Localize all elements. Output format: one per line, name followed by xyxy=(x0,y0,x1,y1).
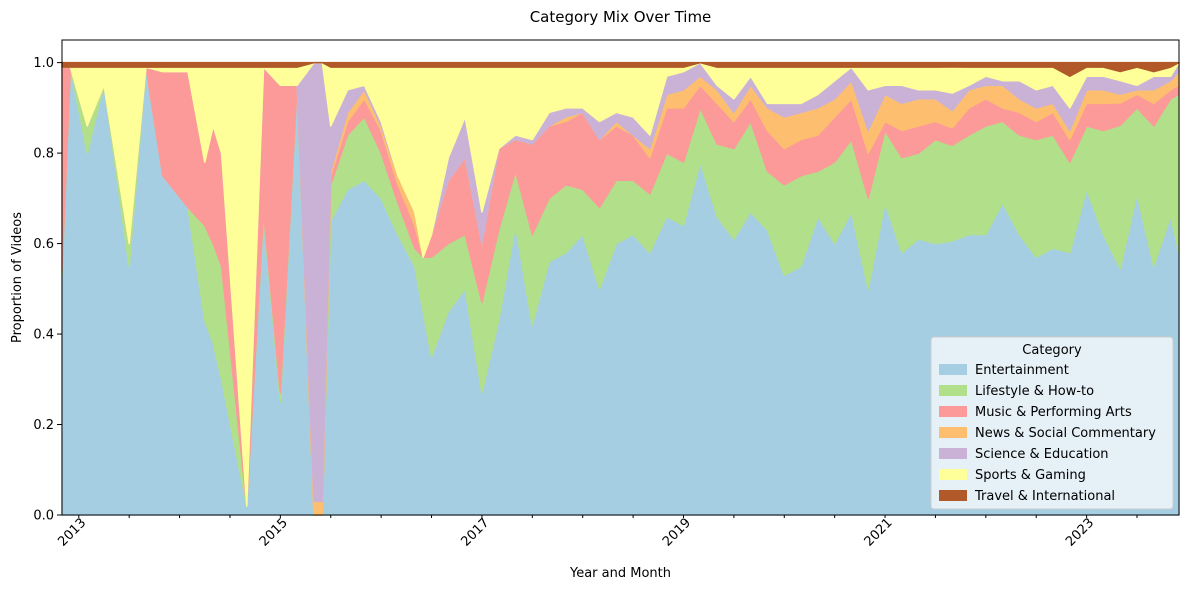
y-tick-label: 0.6 xyxy=(33,237,54,252)
area-layers xyxy=(61,61,1180,516)
legend-swatch-news-social-commentary xyxy=(939,427,967,438)
legend-title: Category xyxy=(1022,343,1082,358)
y-tick-label: 0.8 xyxy=(33,147,54,162)
legend-label-lifestyle-how-to: Lifestyle & How-to xyxy=(975,384,1094,399)
y-axis: 0.0 0.2 0.4 0.6 0.8 1.0 xyxy=(33,56,62,524)
legend-swatch-lifestyle-how-to xyxy=(939,385,967,396)
plot-frame xyxy=(61,39,1180,516)
y-tick-label: 0.4 xyxy=(33,328,54,343)
legend-label-sports-gaming: Sports & Gaming xyxy=(975,468,1086,483)
y-tick-label: 0.0 xyxy=(33,509,54,524)
legend-label-science-education: Science & Education xyxy=(975,447,1109,462)
y-tick-label: 0.2 xyxy=(33,418,54,433)
y-tick-label: 1.0 xyxy=(33,56,54,71)
x-axis-title: Year and Month xyxy=(569,566,671,581)
legend-swatch-science-education xyxy=(939,448,967,459)
legend-label-music-performing-arts: Music & Performing Arts xyxy=(975,405,1132,420)
legend-box xyxy=(930,336,1174,510)
area-travel-international xyxy=(61,61,1180,77)
legend-swatch-music-performing-arts xyxy=(939,406,967,417)
legend-label-entertainment: Entertainment xyxy=(975,363,1069,378)
legend-label-travel-international: Travel & International xyxy=(974,489,1115,504)
legend-swatch-travel-international xyxy=(939,490,967,501)
chart-title: Category Mix Over Time xyxy=(530,8,712,26)
y-axis-title: Proportion of Videos xyxy=(10,212,25,343)
legend-swatch-sports-gaming xyxy=(939,469,967,480)
legend-swatch-entertainment xyxy=(939,364,967,375)
legend: Category Entertainment Lifestyle & How-to M… xyxy=(930,336,1174,510)
legend-label-news-social-commentary: News & Social Commentary xyxy=(975,426,1156,441)
